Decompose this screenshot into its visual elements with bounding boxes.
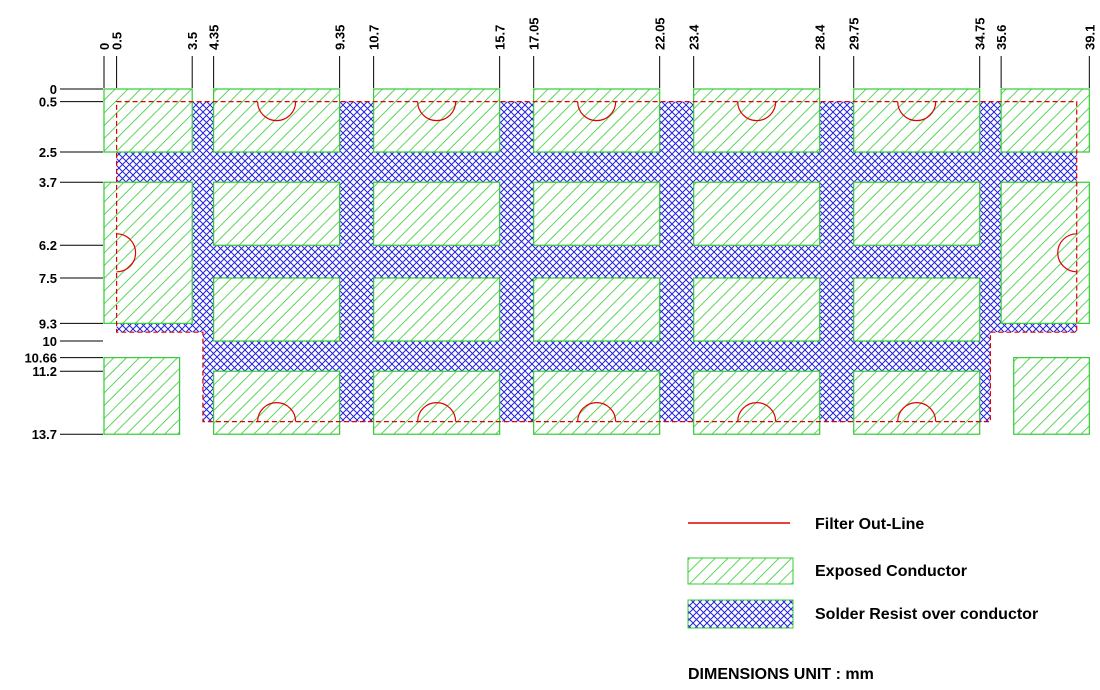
legend-conductor-swatch — [687, 557, 794, 585]
outline-notch — [417, 402, 457, 422]
pad — [103, 357, 181, 435]
x-dim-label: 17.05 — [527, 17, 542, 50]
y-dim-label: 9.3 — [39, 316, 57, 331]
pad — [1013, 357, 1090, 435]
outline-notch — [737, 101, 777, 122]
y-dim-label: 11.2 — [32, 364, 57, 379]
x-dim-label: 3.5 — [185, 32, 200, 50]
x-dim-label: 34.75 — [973, 17, 988, 50]
x-dim-label: 39.1 — [1082, 25, 1097, 50]
x-dim-label: 9.35 — [333, 25, 348, 50]
x-dim-label: 0 — [97, 43, 112, 50]
pad — [853, 181, 981, 246]
legend-resist-swatch — [687, 599, 794, 629]
outline-notch — [1057, 233, 1077, 273]
pad — [373, 181, 501, 246]
y-dim-label: 7.5 — [39, 271, 57, 286]
x-dim-label: 35.6 — [994, 25, 1009, 50]
x-dim-label: 23.4 — [687, 24, 702, 50]
x-dim-label: 10.7 — [367, 25, 382, 50]
resist-area — [116, 101, 1077, 422]
pad — [1000, 88, 1090, 153]
x-dim-label: 28.4 — [813, 24, 828, 50]
pad — [103, 88, 193, 153]
outline-notch — [897, 101, 937, 122]
outline-path — [116, 101, 1078, 423]
pad — [693, 181, 821, 246]
pad — [373, 277, 501, 342]
y-dim-label: 10 — [43, 334, 57, 349]
legend-label: Solder Resist over conductor — [815, 606, 1038, 623]
pad — [213, 181, 341, 246]
x-dim-label: 4.35 — [207, 25, 222, 50]
y-dim-label: 0.5 — [39, 95, 57, 110]
filter-outline — [116, 101, 1078, 423]
outline-notch — [577, 402, 617, 422]
y-dim-label: 2.5 — [39, 145, 57, 160]
y-dim-label: 0 — [50, 82, 57, 97]
pad — [1000, 181, 1090, 324]
outline-notch — [417, 101, 457, 122]
y-dim-label: 3.7 — [39, 175, 57, 190]
y-dim-label: 6.2 — [39, 238, 57, 253]
pad — [693, 277, 821, 342]
outline-notch — [897, 402, 937, 422]
legend-label: Exposed Conductor — [815, 563, 967, 580]
y-dim-label: 13.7 — [32, 427, 57, 442]
outline-notch — [257, 101, 297, 122]
x-dim-label: 29.75 — [847, 17, 862, 50]
pad — [103, 181, 193, 324]
dimensions: 00.5 3.5 4.35 9.35 10.7 15.7 17.05 22.05 23.4 28.… — [24, 17, 1097, 442]
units-note: DIMENSIONS UNIT : mm — [688, 666, 874, 683]
x-dim-label: 22.05 — [653, 17, 668, 50]
outline-notch — [737, 402, 777, 422]
pads — [103, 88, 1090, 435]
outline-notch — [116, 233, 137, 273]
x-dim-label: 15.7 — [493, 25, 508, 50]
legend-label: Filter Out-Line — [815, 516, 924, 533]
pad — [853, 277, 981, 342]
pad — [533, 181, 661, 246]
solder-resist — [116, 101, 1077, 422]
x-dim-label: 0.5 — [110, 32, 125, 50]
y-dim-label: 10.66 — [24, 351, 57, 366]
outline-notch — [257, 402, 297, 422]
pad — [213, 277, 341, 342]
pad — [533, 277, 661, 342]
outline-notch — [577, 101, 617, 122]
